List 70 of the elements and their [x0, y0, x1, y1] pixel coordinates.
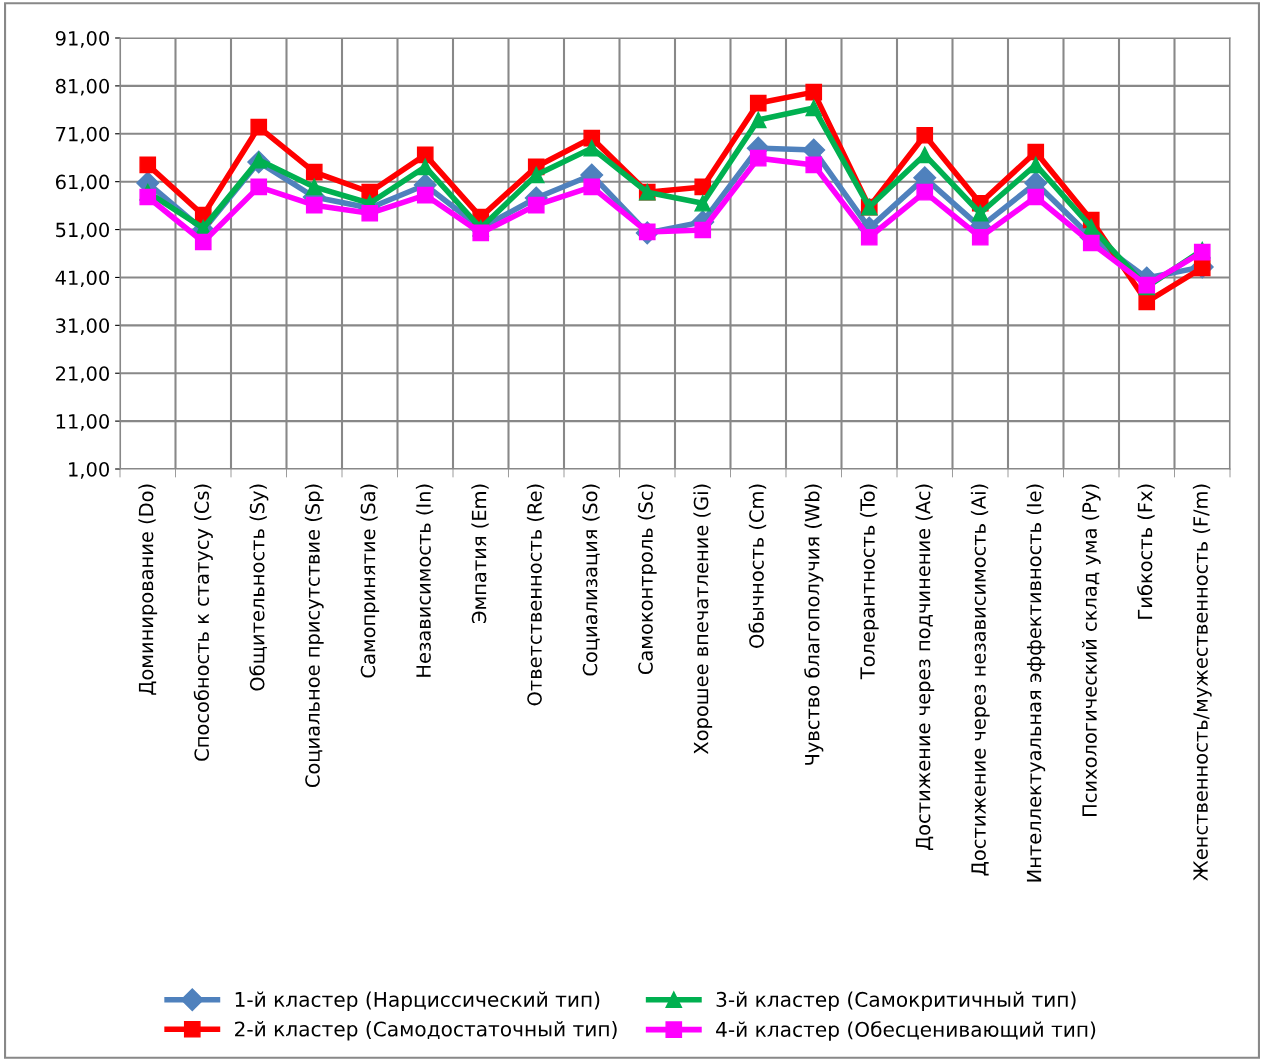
- x-tick-label: Способность к статусу (Cs): [193, 484, 213, 761]
- point: [916, 126, 934, 144]
- x-tick-label: Независимость (In): [415, 484, 434, 677]
- y-tick-label: 81,00: [55, 78, 109, 96]
- legend-label: 3-й кластер (Самокритичный тип): [716, 991, 1076, 1011]
- legend-label: 2-й кластер (Самодостаточный тип): [235, 1021, 617, 1041]
- point: [361, 204, 379, 222]
- point: [1027, 188, 1045, 206]
- x-tick-label: Обычность (Cm): [748, 484, 767, 648]
- point: [971, 204, 989, 222]
- x-tick-label: Социальное присутствие (Sp): [304, 484, 324, 788]
- legend-label: 4-й кластер (Обесценивающий тип): [716, 1021, 1096, 1041]
- point: [139, 156, 157, 174]
- y-tick-label: 41,00: [55, 270, 109, 288]
- y-tick-label: 21,00: [56, 366, 109, 383]
- x-tick-label: Хорошее впечатление (Gi): [693, 484, 713, 755]
- y-tick-label: 51,00: [56, 222, 109, 240]
- x-tick-label: Гибкость (Fx): [1137, 484, 1155, 619]
- point: [749, 111, 767, 129]
- point: [1138, 293, 1156, 311]
- legend-label: 1-й кластер (Нарциссический тип): [235, 991, 600, 1011]
- point: [583, 139, 601, 157]
- point: [583, 178, 601, 196]
- point: [305, 163, 323, 181]
- x-tick-label: Самопринятие (Sa): [360, 484, 380, 678]
- point: [305, 196, 323, 214]
- point: [971, 228, 989, 246]
- x-tick-label: Общительность (Sy): [249, 484, 269, 691]
- x-tick-label: Доминирование (Do): [138, 484, 158, 695]
- point: [250, 118, 268, 136]
- point: [694, 221, 712, 239]
- x-tick-label: Ответственность (Re): [526, 484, 545, 706]
- point: [749, 94, 767, 112]
- point: [305, 178, 323, 196]
- y-tick-label: 91,00: [55, 30, 109, 48]
- point: [416, 158, 434, 176]
- point: [1082, 218, 1100, 236]
- x-tick-label: Эмпатия (Em): [471, 484, 489, 623]
- x-tick-label: Достижение через подчинение (Ac): [915, 484, 935, 851]
- x-tick-label: Психологический склад ума (Py): [1081, 484, 1101, 816]
- x-tick-label: Толерантность (To): [859, 484, 879, 680]
- point: [805, 156, 823, 174]
- y-tick-label: 11,00: [56, 414, 109, 431]
- point: [1027, 156, 1045, 174]
- y-tick-label: 1,00: [69, 461, 109, 479]
- point: [416, 146, 434, 164]
- point: [527, 196, 545, 214]
- point: [916, 183, 934, 201]
- x-tick-label: Интеллектуальная эффективность (Ie): [1026, 484, 1046, 882]
- point: [860, 228, 878, 246]
- y-tick-label: 71,00: [56, 126, 109, 144]
- x-tick-label: Социализация (So): [582, 484, 600, 676]
- x-tick-label: Женственность/мужественность (F/m): [1192, 484, 1212, 881]
- point: [139, 188, 157, 206]
- point: [694, 194, 712, 212]
- point: [250, 178, 268, 196]
- point: [472, 224, 490, 242]
- point: [1193, 259, 1211, 277]
- x-tick-label: Чувство благополучия (Wb): [804, 484, 824, 765]
- y-tick-label: 31,00: [56, 318, 109, 335]
- point: [805, 83, 823, 101]
- x-tick-label: Достижение через независимость (Ai): [970, 484, 990, 876]
- point: [1027, 143, 1045, 161]
- point: [749, 149, 767, 167]
- point: [805, 99, 823, 117]
- y-tick-label: 61,00: [55, 174, 109, 192]
- point: [1082, 234, 1100, 252]
- x-tick-label: Самоконтроль (Sc): [637, 484, 657, 675]
- point: [194, 233, 212, 251]
- point: [416, 186, 434, 204]
